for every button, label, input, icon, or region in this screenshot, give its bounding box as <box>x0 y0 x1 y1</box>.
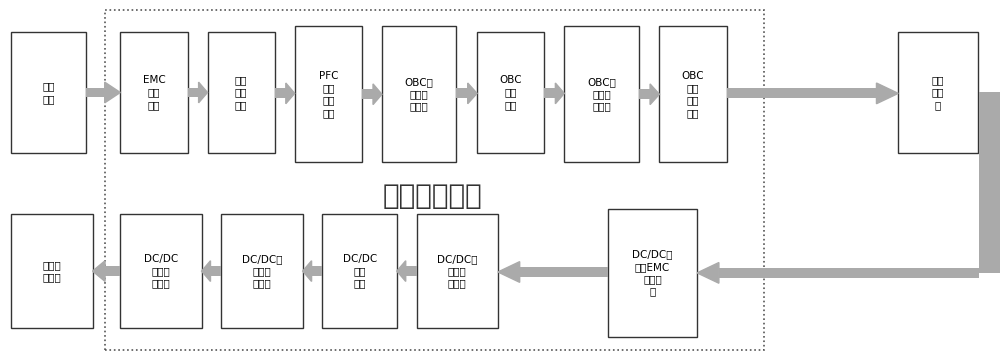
Text: DC/DC
主变
压器: DC/DC 主变 压器 <box>343 254 377 288</box>
Text: OBC
主变
压器: OBC 主变 压器 <box>499 75 522 110</box>
Bar <box>312 266 322 276</box>
Polygon shape <box>555 83 564 104</box>
Bar <box>11 32 86 153</box>
Bar <box>322 214 397 328</box>
Polygon shape <box>93 261 105 282</box>
Text: EMC
滤波
电路: EMC 滤波 电路 <box>143 75 165 110</box>
Bar <box>382 26 456 162</box>
Text: 市电
输入: 市电 输入 <box>42 81 55 104</box>
Text: DC/DC输
入侧EMC
滤波电
路: DC/DC输 入侧EMC 滤波电 路 <box>632 249 673 297</box>
Text: 动力
电池
组: 动力 电池 组 <box>932 75 944 110</box>
Text: OBC输
出侧整
流电路: OBC输 出侧整 流电路 <box>587 77 616 112</box>
Polygon shape <box>397 261 406 282</box>
Text: DC/DC输
出侧整
流电路: DC/DC输 出侧整 流电路 <box>242 254 282 288</box>
Bar <box>221 214 303 328</box>
Bar <box>120 214 202 328</box>
Bar <box>979 93 1000 273</box>
Text: 物理集成方案: 物理集成方案 <box>383 182 482 210</box>
Text: 单相
整流
电路: 单相 整流 电路 <box>235 75 247 110</box>
Polygon shape <box>199 82 208 103</box>
Bar <box>86 87 105 98</box>
Bar <box>898 32 978 153</box>
Bar <box>362 89 373 99</box>
Bar <box>11 214 93 328</box>
Polygon shape <box>650 84 659 105</box>
Bar <box>417 214 498 328</box>
Bar <box>275 89 286 98</box>
Text: OBC
输出
滤波
电路: OBC 输出 滤波 电路 <box>682 71 704 118</box>
Bar <box>544 89 555 98</box>
Polygon shape <box>468 83 477 104</box>
Bar <box>719 268 979 278</box>
Bar <box>608 208 697 337</box>
Bar <box>477 32 544 153</box>
Polygon shape <box>202 261 210 282</box>
Text: 蓄电池
及负载: 蓄电池 及负载 <box>43 260 61 282</box>
Polygon shape <box>876 83 898 104</box>
Bar <box>188 87 199 98</box>
Bar <box>120 32 188 153</box>
Bar <box>208 32 275 153</box>
Bar <box>727 89 876 98</box>
Bar <box>564 26 639 162</box>
Polygon shape <box>373 84 382 105</box>
Polygon shape <box>498 262 520 282</box>
Polygon shape <box>697 262 719 283</box>
Bar <box>406 266 417 276</box>
Bar <box>639 89 650 99</box>
Bar <box>295 26 362 162</box>
Polygon shape <box>286 83 295 104</box>
Bar <box>659 26 727 162</box>
Bar <box>105 10 764 350</box>
Bar <box>210 266 221 276</box>
Polygon shape <box>105 82 120 103</box>
Bar <box>105 266 120 276</box>
Bar <box>456 89 468 98</box>
Polygon shape <box>303 261 312 282</box>
Bar <box>520 267 608 277</box>
Text: DC/DC
输出滤
波电路: DC/DC 输出滤 波电路 <box>144 254 178 288</box>
Text: DC/DC输
入侧开
关电路: DC/DC输 入侧开 关电路 <box>437 254 478 288</box>
Text: OBC输
入侧开
关电路: OBC输 入侧开 关电路 <box>405 77 434 112</box>
Text: PFC
功率
校正
电路: PFC 功率 校正 电路 <box>319 71 338 118</box>
